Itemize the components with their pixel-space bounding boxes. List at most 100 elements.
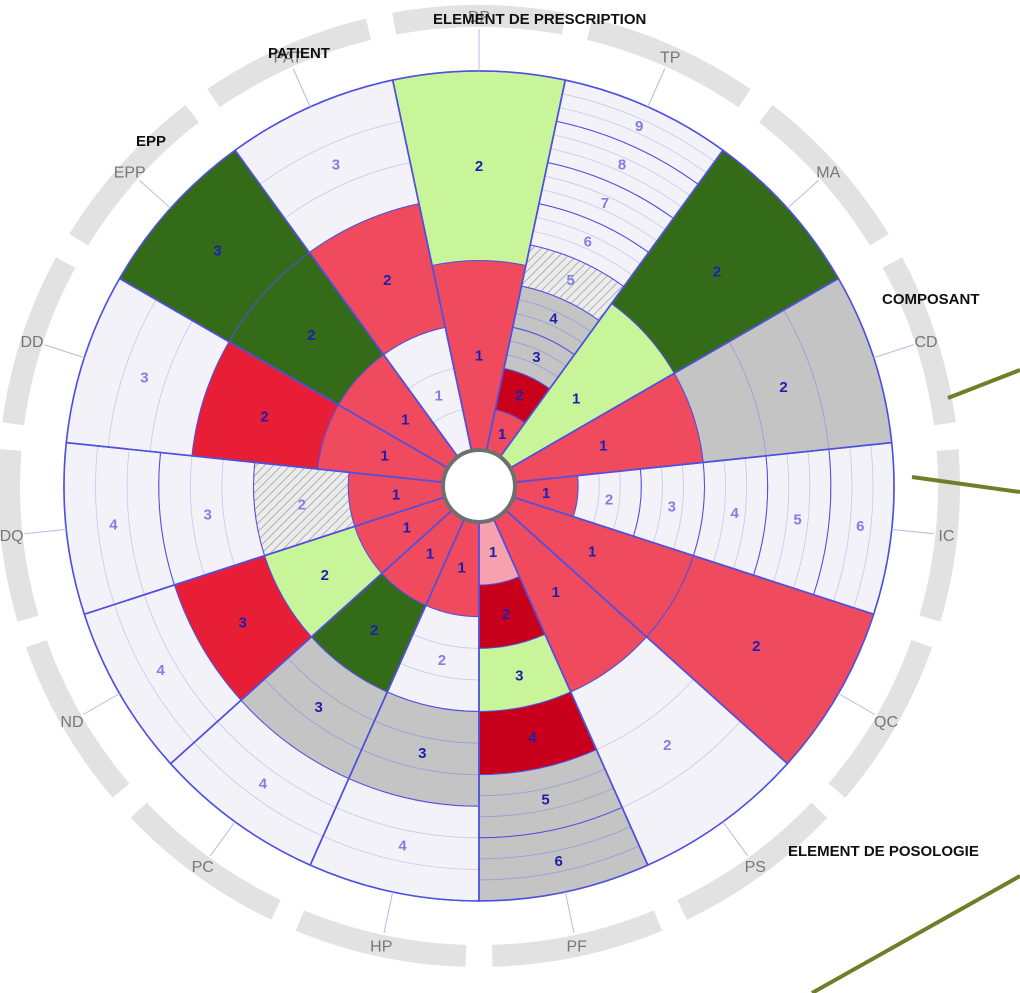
axis-tick-tp: [647, 68, 666, 108]
cell-guide-line: [189, 455, 205, 576]
cell-guide-line: [612, 471, 621, 530]
group-titles: ELEMENT DE PRESCRIPTION COMPOSANT ELEMEN…: [136, 11, 980, 860]
cell-labels: 1 2 1 2 3 4 5 6 7 8 9 1 2 1 2 1 2 3 4 5 6 1 2 1 2 1 2 3 4 5 6 1 2 3 4 1 2 3 4 1…: [109, 118, 864, 870]
cell-guide-line: [113, 604, 195, 743]
axis-tick-qc: [838, 693, 876, 715]
leader-lines: [811, 368, 1020, 993]
cell-guide-line: [284, 162, 411, 219]
cell-guide-line: [126, 449, 145, 595]
axis-label-nd: ND: [60, 714, 83, 731]
cell-label-tp-5: 5: [567, 272, 575, 289]
cell-label-ic-4: 4: [731, 505, 740, 522]
group-title-element-de-prescription: ELEMENT DE PRESCRIPTION: [433, 11, 646, 28]
cell-label-hp-1: 1: [457, 560, 465, 577]
cell-label-nd-2: 2: [321, 567, 329, 584]
cell-guide-line: [793, 451, 811, 589]
cell-guide-line: [478, 845, 640, 881]
cell-guide-line: [509, 340, 567, 367]
axis-tick-cd: [873, 344, 914, 359]
axis-label-ps: PS: [745, 859, 766, 876]
outer-ring-group: [0, 4, 960, 967]
cell-guide-line: [713, 460, 726, 563]
axis-label-dq: DQ: [0, 528, 24, 545]
cell-guide-line: [533, 230, 633, 276]
cell-guide-line: [592, 473, 600, 524]
cell-guide-line: [361, 749, 480, 776]
cell-guide-line: [217, 721, 337, 808]
outer-ring-arc-nd: [25, 639, 130, 798]
axis-tick-epp: [139, 179, 171, 209]
axis-tick-nd: [82, 693, 120, 715]
cell-guide-line: [621, 721, 741, 808]
cell-label-hp-2: 2: [438, 652, 446, 669]
cell-label-dd-3: 3: [140, 369, 148, 386]
outer-ring-arc-hp: [295, 910, 467, 967]
cell-guide-line: [374, 720, 480, 744]
cell-label-cd-2: 2: [779, 379, 787, 396]
outer-ring-arc-dq: [0, 449, 39, 622]
axis-tick-dq: [24, 528, 67, 535]
cell-label-pc-3: 3: [314, 699, 322, 716]
cell-guide-line: [144, 594, 218, 722]
cell-guide-line: [673, 464, 684, 550]
cell-guide-line: [399, 662, 480, 681]
cell-label-tp-7: 7: [601, 195, 609, 212]
cell-guide-line: [478, 826, 631, 860]
cell-label-ma-1: 1: [572, 391, 580, 408]
outer-ring-arc-dd: [2, 257, 76, 426]
cell-label-pf-6: 6: [555, 853, 563, 870]
cell-label-hp-3: 3: [418, 745, 426, 762]
cell-label-epp-2: 2: [307, 327, 315, 344]
axis-label-pat: PAT: [273, 50, 302, 67]
axis-tick-dd: [44, 344, 85, 359]
cell-guide-line: [515, 313, 583, 344]
cell-guide-line: [432, 409, 463, 424]
cell-guide-line: [193, 742, 324, 837]
axis-label-dd: DD: [20, 334, 43, 351]
axis-tick-ic: [891, 528, 934, 535]
axis-label-qc: QC: [874, 714, 898, 731]
cell-guide-line: [506, 354, 559, 378]
cell-label-tp-4: 4: [549, 310, 558, 327]
cell-label-tp-9: 9: [635, 118, 643, 135]
cell-label-tp-2: 2: [515, 387, 523, 404]
cell-label-dd-2: 2: [260, 408, 268, 425]
cell-label-tp-6: 6: [584, 234, 592, 251]
cell-label-pf-2: 2: [502, 606, 510, 623]
axis-label-tp: TP: [660, 50, 680, 67]
cell-label-qc-2: 2: [752, 638, 760, 655]
cell-label-ma-2: 2: [713, 264, 721, 281]
cell-label-dp-1: 1: [475, 347, 483, 364]
cell-label-ic-3: 3: [668, 498, 676, 515]
cell-label-ic-2: 2: [605, 492, 613, 509]
axis-label-pc: PC: [192, 859, 214, 876]
cell-guide-line: [553, 134, 691, 197]
cell-label-ps-2: 2: [663, 737, 671, 754]
cell-label-ic-1: 1: [542, 485, 550, 502]
cell-label-pc-1: 1: [426, 545, 434, 562]
cell-label-pat-2: 2: [383, 272, 391, 289]
cell-guide-line: [559, 107, 707, 174]
cell-label-ic-5: 5: [793, 511, 801, 528]
axis-label-hp: HP: [370, 939, 392, 956]
axis-tick-pat: [292, 68, 311, 108]
cell-label-pat-3: 3: [332, 157, 340, 174]
cell-label-hp-4: 4: [398, 838, 407, 855]
cell-label-qc-1: 1: [588, 543, 596, 560]
cell-label-dp-2: 2: [475, 158, 483, 175]
cell-label-epp-3: 3: [213, 243, 221, 260]
cell-label-dd-1: 1: [381, 447, 389, 464]
cell-guide-line: [264, 678, 362, 751]
cell-label-pc-2: 2: [370, 622, 378, 639]
cell-guide-line: [322, 835, 480, 870]
cell-label-pat-1: 1: [434, 387, 442, 404]
axis-tick-hp: [383, 891, 394, 934]
leader-line-composant-top: [947, 368, 1020, 400]
cell-guide-line: [653, 466, 663, 543]
cell-guide-line: [773, 453, 790, 582]
leader-line-posologie: [811, 874, 1020, 993]
axis-label-ma: MA: [816, 165, 840, 182]
cell-label-pf-4: 4: [528, 729, 537, 746]
cell-label-epp-1: 1: [401, 412, 409, 429]
